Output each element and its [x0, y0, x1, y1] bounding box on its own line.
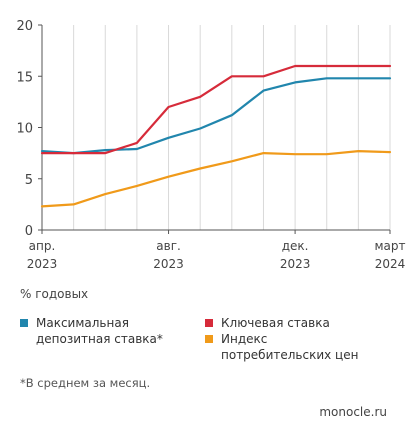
series-line-1 [40, 64, 392, 155]
y-tick-label: 0 [25, 224, 33, 239]
chart-axes [38, 24, 391, 234]
y-axis-unit-label: % годовых [20, 287, 89, 301]
x-tick-label-month: дек. [282, 239, 309, 253]
legend-swatch-blue [20, 319, 28, 327]
chart-series [40, 64, 392, 208]
x-tick-label-year: 2023 [153, 257, 184, 271]
y-tick-label: 10 [16, 122, 33, 137]
legend-label: Индекс потребительских цен [221, 332, 359, 362]
x-tick-label-month: март [374, 239, 405, 253]
x-tick-label-month: апр. [29, 239, 56, 253]
source-label: monocle.ru [319, 405, 387, 419]
legend-swatch-orange [205, 335, 213, 343]
legend-label: Ключевая ставка [221, 316, 330, 330]
y-tick-label: 15 [16, 70, 33, 85]
legend-swatch-red [205, 319, 213, 327]
line-chart: 0 5 10 15 20 апр. 2023 авг. 2023 дек. 2023 март 2024 [16, 19, 405, 271]
series-line-0 [40, 77, 392, 155]
series-line-2 [40, 150, 392, 208]
y-tick-label: 5 [25, 173, 33, 188]
x-tick-label-year: 2023 [280, 257, 311, 271]
footnote: *В среднем за месяц. [20, 376, 151, 390]
chart-grid [41, 25, 391, 230]
legend-label: Максимальная депозитная ставка* [36, 316, 163, 346]
x-tick-label-year: 2023 [27, 257, 58, 271]
x-tick-label-year: 2024 [375, 257, 406, 271]
x-tick-label-month: авг. [156, 239, 181, 253]
y-tick-label: 20 [16, 19, 33, 34]
chart-tick-labels: 0 5 10 15 20 апр. 2023 авг. 2023 дек. 2023 март 2024 [16, 19, 405, 271]
